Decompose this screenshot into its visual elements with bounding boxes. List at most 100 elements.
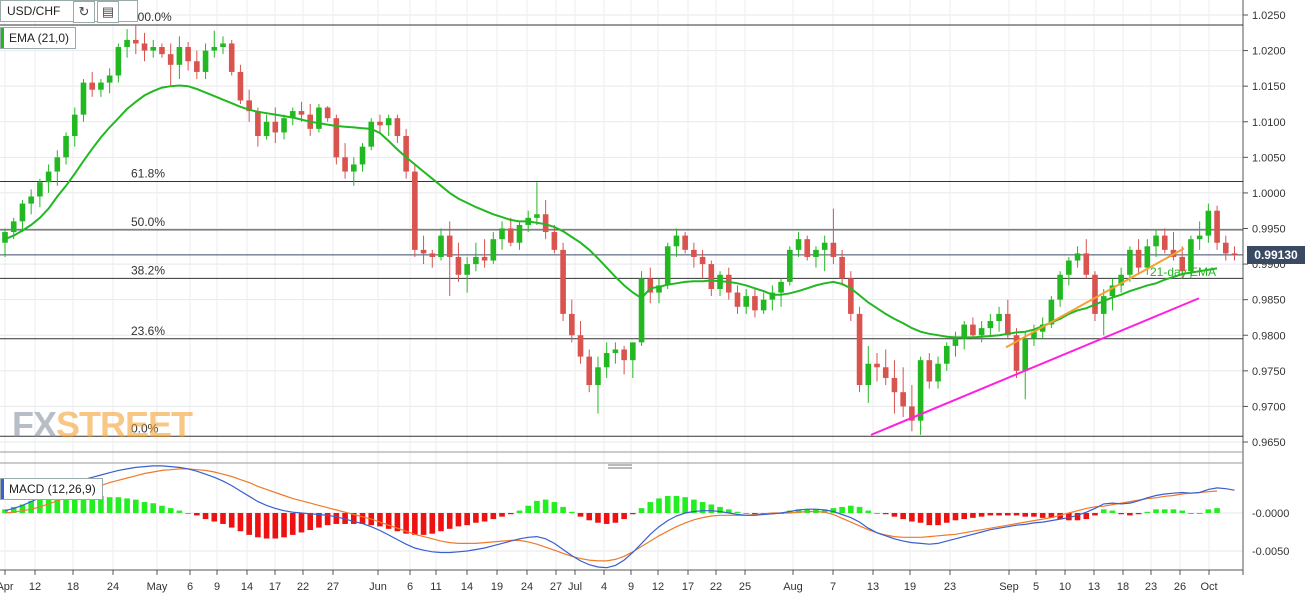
macd-histogram-bar	[1135, 513, 1142, 515]
macd-histogram-bar	[525, 505, 531, 513]
candle-body	[464, 264, 470, 275]
candle-body	[1179, 256, 1185, 272]
y-tick-label: 1.0150	[1252, 81, 1286, 93]
macd-histogram-bar	[237, 513, 244, 532]
x-tick-label: 12	[29, 581, 41, 593]
macd-histogram-bar	[194, 513, 200, 516]
candle-body	[743, 296, 749, 307]
macd-histogram-bar	[420, 513, 427, 535]
candle-body	[699, 256, 706, 265]
candle-body	[499, 228, 505, 240]
macd-histogram-bar	[141, 502, 148, 513]
candle-body	[603, 353, 610, 368]
candle-body	[926, 360, 933, 382]
candle-body	[176, 47, 183, 65]
candle-body	[1048, 299, 1055, 325]
candle-body	[298, 111, 305, 115]
macd-histogram-bar	[499, 513, 505, 517]
candle-body	[656, 285, 662, 293]
macd-histogram-bar	[1214, 508, 1220, 513]
candle-body	[1196, 235, 1203, 240]
macd-histogram-bar	[830, 508, 837, 513]
candle-body	[438, 235, 444, 257]
candle-body	[194, 61, 200, 72]
macd-histogram-bar	[856, 506, 863, 513]
fxstreet-logo: FXSTREET	[12, 404, 193, 445]
macd-histogram-bar	[725, 509, 732, 513]
candle-body	[394, 118, 401, 136]
macd-histogram-bar	[926, 513, 933, 526]
support-trendline-magenta	[870, 297, 1200, 436]
fib-level-label: 0.0%	[131, 421, 159, 435]
macd-histogram-bar	[682, 497, 688, 513]
x-tick-label: 27	[327, 581, 339, 593]
x-tick-label: 13	[1088, 581, 1100, 593]
candle-body	[89, 82, 95, 90]
candle-body	[734, 292, 741, 307]
macd-histogram-bar	[1127, 513, 1133, 516]
macd-histogram-bar	[307, 513, 313, 531]
fib-level-label: 23.6%	[131, 324, 165, 338]
candle-body	[377, 121, 383, 126]
x-tick-label: Jul	[568, 581, 582, 593]
y-tick-label: 0.9950	[1252, 224, 1286, 236]
y-tick-label: 1.0050	[1252, 152, 1286, 164]
macd-histogram-bar	[621, 513, 627, 520]
macd-histogram-bar	[133, 499, 139, 513]
macd-histogram-bar	[316, 513, 322, 528]
macd-histogram-bar	[455, 513, 462, 527]
macd-histogram-bar	[1188, 513, 1194, 514]
macd-histogram-bar	[656, 498, 662, 513]
candle-body	[1013, 335, 1020, 371]
macd-histogram-bar	[1074, 513, 1081, 521]
x-tick-label: 9	[628, 581, 634, 593]
candle-body	[359, 146, 366, 165]
macd-histogram-bar	[176, 510, 183, 513]
macd-indicator-label[interactable]: MACD (12,26,9)	[0, 478, 103, 500]
x-tick-label: 17	[682, 581, 694, 593]
macd-y-tick-label: -0.0050	[1252, 546, 1289, 558]
candle-body	[1135, 249, 1142, 268]
macd-histogram-bar	[228, 513, 235, 528]
macd-histogram-bar	[1022, 513, 1029, 517]
macd-histogram-bar	[403, 513, 409, 534]
candle-body	[630, 342, 636, 361]
refresh-icon[interactable]: ↻	[73, 1, 95, 23]
candle-body	[1161, 235, 1168, 250]
candle-body	[586, 356, 593, 386]
macd-histogram-bar	[1031, 513, 1037, 517]
x-tick-label: 6	[407, 581, 413, 593]
macd-histogram-bar	[752, 513, 758, 515]
macd-histogram-bar	[516, 510, 523, 513]
candle-body	[1031, 331, 1037, 339]
y-tick-label: 0.9800	[1252, 330, 1286, 342]
calendar-icon[interactable]: ▤	[97, 1, 119, 23]
candle-body	[481, 256, 488, 261]
macd-histogram-bar	[638, 508, 645, 513]
x-tick-label: 11	[430, 581, 441, 593]
macd-histogram-bar	[647, 502, 654, 513]
x-tick-label: 23	[944, 581, 956, 593]
macd-histogram-bar	[220, 513, 226, 524]
macd-histogram-bar	[595, 513, 601, 523]
ema-indicator-label[interactable]: EMA (21,0)	[0, 27, 77, 49]
candle-body	[106, 75, 113, 83]
x-tick-label: 14	[241, 581, 253, 593]
macd-histogram-bar	[1039, 513, 1046, 518]
candle-body	[368, 121, 375, 147]
candle-body	[115, 47, 122, 76]
macd-histogram-bar	[551, 502, 558, 513]
price-pane	[0, 0, 1243, 452]
macd-histogram-bar	[542, 499, 549, 513]
candle-body	[996, 313, 1002, 322]
candle-body	[167, 54, 174, 65]
candle-body	[80, 82, 87, 115]
macd-histogram-bar	[246, 513, 252, 535]
symbol-label[interactable]: USD/CHF	[7, 4, 61, 18]
macd-histogram-bar	[577, 513, 584, 517]
candle-body	[28, 196, 34, 204]
macd-histogram-bar	[45, 497, 52, 513]
macd-histogram-bar	[255, 513, 261, 538]
y-tick-label: 1.0250	[1252, 10, 1286, 22]
